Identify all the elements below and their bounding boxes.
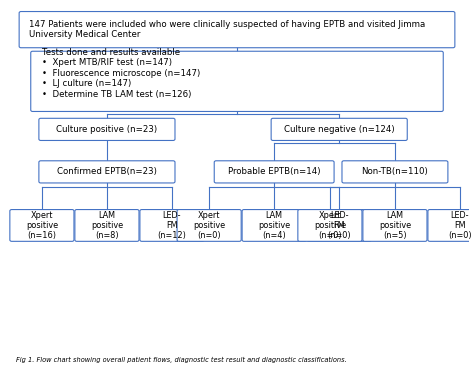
FancyBboxPatch shape xyxy=(363,210,427,241)
Text: Xpert
positive
(n=16): Xpert positive (n=16) xyxy=(26,210,58,241)
FancyBboxPatch shape xyxy=(31,51,443,112)
FancyBboxPatch shape xyxy=(75,210,139,241)
Text: Tests done and results available
•  Xpert MTB/RIF test (n=147)
•  Fluorescence m: Tests done and results available • Xpert… xyxy=(42,48,200,98)
FancyBboxPatch shape xyxy=(342,161,448,183)
FancyBboxPatch shape xyxy=(214,161,334,183)
Text: Confirmed EPTB(n=23): Confirmed EPTB(n=23) xyxy=(57,167,157,176)
Text: Xpert
positive
(n=0): Xpert positive (n=0) xyxy=(314,210,346,241)
Text: Probable EPTB(n=14): Probable EPTB(n=14) xyxy=(228,167,320,176)
Text: LAM
positive
(n=4): LAM positive (n=4) xyxy=(258,210,290,241)
Text: Culture positive (n=23): Culture positive (n=23) xyxy=(56,125,157,134)
Text: 147 Patients were included who were clinically suspected of having EPTB and visi: 147 Patients were included who were clin… xyxy=(29,20,426,39)
Text: LAM
positive
(n=8): LAM positive (n=8) xyxy=(91,210,123,241)
Text: LED-
FM
(n=0): LED- FM (n=0) xyxy=(448,210,472,241)
Text: Non-TB(n=110): Non-TB(n=110) xyxy=(362,167,428,176)
FancyBboxPatch shape xyxy=(140,210,204,241)
Text: Xpert
positive
(n=0): Xpert positive (n=0) xyxy=(193,210,225,241)
FancyBboxPatch shape xyxy=(39,161,175,183)
FancyBboxPatch shape xyxy=(271,118,407,141)
Text: Culture negative (n=124): Culture negative (n=124) xyxy=(284,125,394,134)
Text: Fig 1. Flow chart showing overall patient flows, diagnostic test result and diag: Fig 1. Flow chart showing overall patien… xyxy=(16,357,347,363)
FancyBboxPatch shape xyxy=(177,210,241,241)
Text: LAM
positive
(n=5): LAM positive (n=5) xyxy=(379,210,411,241)
FancyBboxPatch shape xyxy=(39,118,175,141)
FancyBboxPatch shape xyxy=(298,210,362,241)
Text: LED-
FM
(n=0): LED- FM (n=0) xyxy=(328,210,351,241)
FancyBboxPatch shape xyxy=(242,210,306,241)
FancyBboxPatch shape xyxy=(428,210,474,241)
Text: LED-
FM
(n=12): LED- FM (n=12) xyxy=(157,210,186,241)
FancyBboxPatch shape xyxy=(10,210,74,241)
FancyBboxPatch shape xyxy=(307,210,371,241)
FancyBboxPatch shape xyxy=(19,12,455,48)
